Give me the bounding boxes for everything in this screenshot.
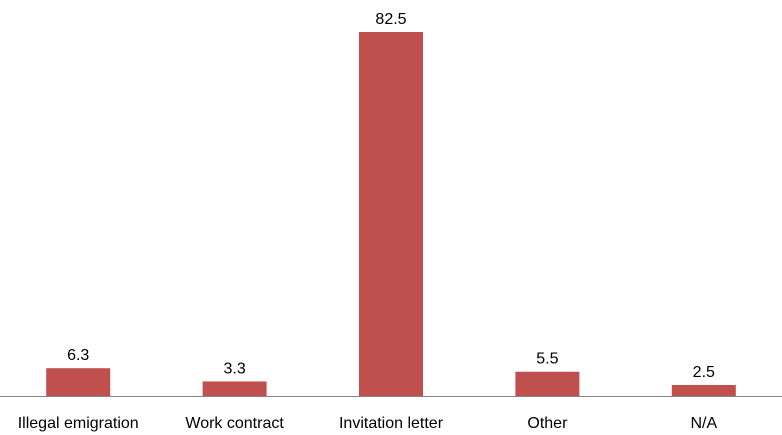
data-labels-group: 6.3 3.3 82.5 5.5 2.5 [67, 11, 715, 381]
bar-0 [46, 368, 111, 396]
category-labels-group: Illegal emigration Work contract Invitatio… [18, 415, 718, 432]
bar-4 [671, 384, 736, 396]
data-label-4: 2.5 [693, 364, 715, 381]
data-label-0: 6.3 [67, 347, 89, 364]
bar-2 [359, 32, 423, 396]
data-label-2: 82.5 [375, 11, 406, 28]
data-label-1: 3.3 [223, 360, 245, 377]
bar-1 [202, 381, 267, 396]
data-label-3: 5.5 [536, 351, 558, 368]
category-label-4: N/A [690, 415, 717, 432]
category-label-0: Illegal emigration [18, 415, 139, 432]
category-label-1: Work contract [185, 415, 284, 432]
bar-3 [515, 371, 580, 396]
category-label-2: Invitation letter [339, 415, 444, 432]
bars-group [46, 32, 736, 396]
category-label-3: Other [527, 415, 568, 432]
